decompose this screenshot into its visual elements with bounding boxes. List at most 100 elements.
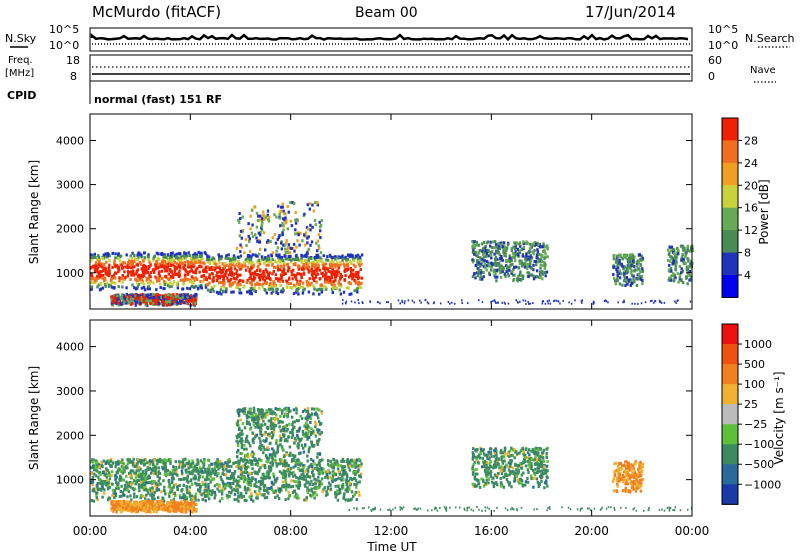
heatmap-cell <box>113 262 116 266</box>
heatmap-cell <box>216 458 219 462</box>
heatmap-cell <box>343 269 346 273</box>
heatmap-cell <box>514 265 518 269</box>
heatmap-cell <box>274 241 278 245</box>
heatmap-cell <box>225 287 228 291</box>
ground-scatter-cell <box>525 302 527 305</box>
heatmap-cell <box>273 233 277 236</box>
heatmap-cell <box>190 478 193 482</box>
heatmap-cell <box>294 228 297 232</box>
heatmap-cell <box>265 258 269 262</box>
heatmap-cell <box>289 485 293 489</box>
heatmap-cell <box>316 468 319 472</box>
heatmap-cell <box>290 270 294 273</box>
heatmap-cell <box>237 444 240 447</box>
heatmap-cell <box>208 281 211 285</box>
heatmap-cell <box>332 279 336 283</box>
heatmap-cell <box>612 257 616 261</box>
heatmap-cell <box>155 488 158 492</box>
heatmap-cell <box>133 260 136 263</box>
ground-scatter-cell <box>607 301 609 304</box>
heatmap-cell <box>284 251 287 254</box>
heatmap-cell <box>252 417 256 421</box>
heatmap-cell <box>356 260 359 264</box>
heatmap-cell <box>184 252 188 256</box>
heatmap-cell <box>204 484 207 488</box>
heatmap-cell <box>148 281 152 285</box>
heatmap-cell <box>172 258 175 262</box>
heatmap-cell <box>194 498 197 502</box>
heatmap-cell <box>194 301 197 305</box>
heatmap-cell <box>235 246 239 250</box>
heatmap-cell <box>267 427 270 431</box>
heatmap-cell <box>302 446 305 450</box>
heatmap-cell <box>181 471 184 475</box>
heatmap-cell <box>259 439 262 443</box>
heatmap-cell <box>268 487 271 490</box>
heatmap-cell <box>118 259 121 263</box>
heatmap-cell <box>296 494 299 498</box>
heatmap-cell <box>242 285 245 289</box>
colorbar-segment <box>722 230 738 253</box>
heatmap-cell <box>148 488 151 492</box>
heatmap-cell <box>531 250 534 254</box>
heatmap-cell <box>303 233 306 237</box>
heatmap-cell <box>477 243 481 247</box>
heatmap-cell <box>224 262 227 265</box>
heatmap-cell <box>252 441 255 445</box>
heatmap-cell <box>186 474 190 478</box>
heatmap-cell <box>198 284 201 288</box>
heatmap-cell <box>279 420 283 424</box>
heatmap-cell <box>255 496 258 500</box>
heatmap-cell <box>360 276 364 280</box>
heatmap-cell <box>190 299 194 303</box>
heatmap-cell <box>288 251 292 255</box>
heatmap-cell <box>498 262 501 265</box>
heatmap-cell <box>505 270 508 273</box>
heatmap-cell <box>122 462 125 466</box>
heatmap-cell <box>283 212 286 216</box>
heatmap-cell <box>262 217 266 221</box>
heatmap-cell <box>127 271 130 275</box>
ground-scatter-cell <box>570 302 573 305</box>
heatmap-cell <box>239 291 243 295</box>
heatmap-cell <box>230 273 234 277</box>
heatmap-cell <box>330 282 334 286</box>
heatmap-cell <box>247 254 250 258</box>
heatmap-cell <box>96 285 99 289</box>
heatmap-cell <box>317 265 320 269</box>
heatmap-cell <box>676 272 679 276</box>
heatmap-cell <box>222 468 225 472</box>
heatmap-cell <box>136 458 140 462</box>
heatmap-cell <box>296 458 300 462</box>
heatmap-cell <box>283 473 286 476</box>
heatmap-cell <box>94 276 98 280</box>
heatmap-cell <box>143 256 146 260</box>
heatmap-cell <box>166 469 169 472</box>
heatmap-cell <box>215 462 218 466</box>
heatmap-cell <box>513 273 516 277</box>
heatmap-cell <box>200 251 203 255</box>
heatmap-cell <box>149 493 152 497</box>
heatmap-cell <box>304 423 308 427</box>
heatmap-cell <box>139 293 142 297</box>
heatmap-cell <box>149 459 152 463</box>
heatmap-cell <box>621 257 624 261</box>
heatmap-cell <box>162 461 165 465</box>
heatmap-cell <box>309 223 312 227</box>
heatmap-cell <box>174 494 177 498</box>
heatmap-cell <box>164 280 167 284</box>
heatmap-cell <box>147 277 150 281</box>
heatmap-cell <box>672 259 676 263</box>
heatmap-cell <box>297 267 300 271</box>
heatmap-cell <box>271 251 275 255</box>
heatmap-cell <box>288 282 291 285</box>
heatmap-cell <box>173 260 176 264</box>
heatmap-cell <box>131 469 135 473</box>
heatmap-cell <box>217 266 220 270</box>
y-tick-label: 1000 <box>56 267 84 280</box>
heatmap-cell <box>328 475 331 479</box>
heatmap-cell <box>218 276 222 280</box>
heatmap-cell <box>490 265 493 269</box>
heatmap-cell <box>202 483 205 487</box>
heatmap-cell <box>264 288 267 292</box>
